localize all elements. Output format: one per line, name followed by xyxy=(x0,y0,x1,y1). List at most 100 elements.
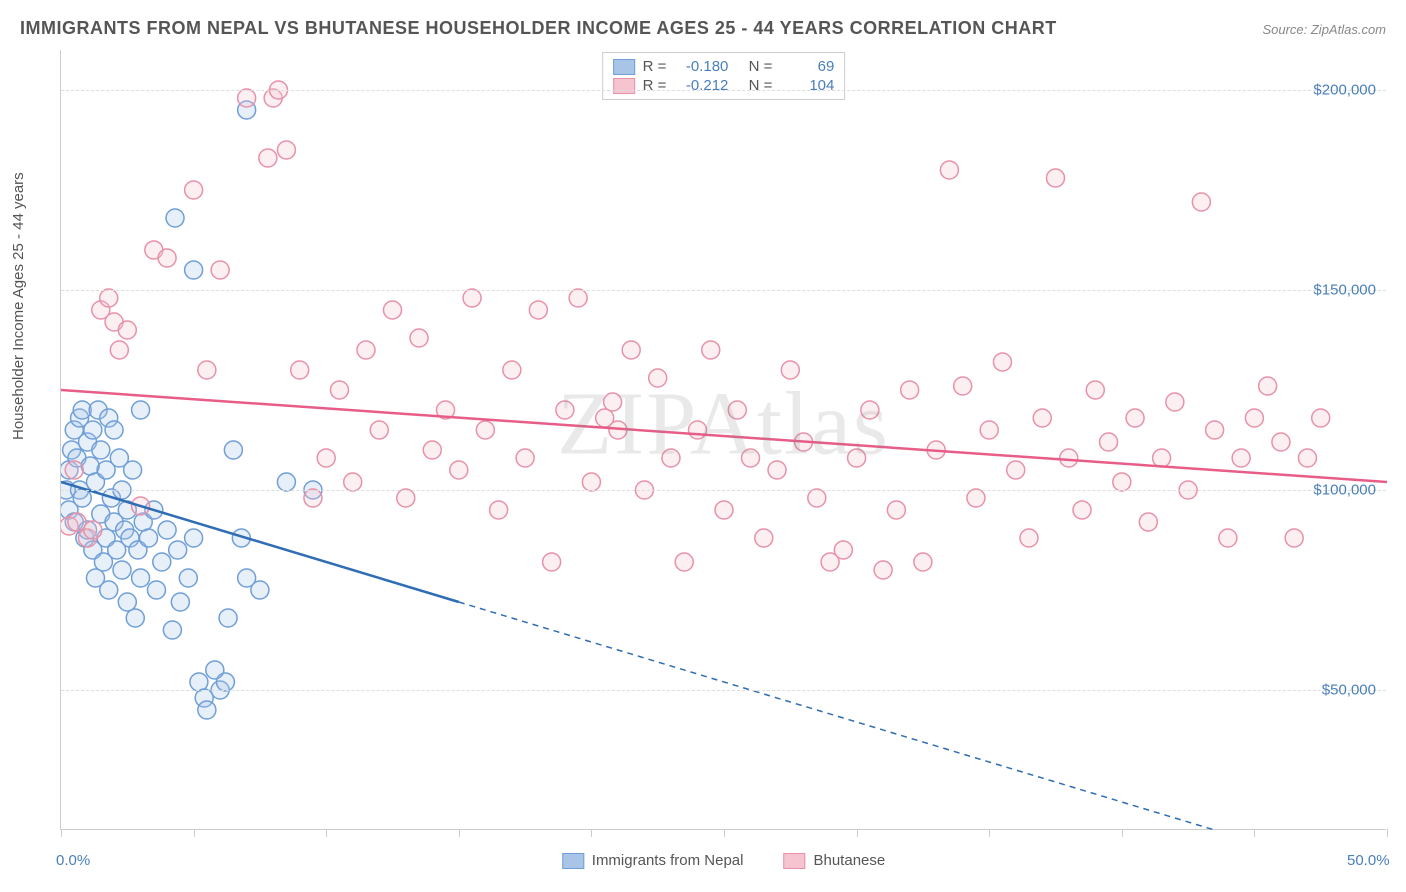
swatch-nepal xyxy=(562,853,584,869)
data-point xyxy=(861,401,879,419)
data-point xyxy=(967,489,985,507)
r-label: R = xyxy=(643,58,667,75)
data-point xyxy=(848,449,866,467)
data-point xyxy=(1219,529,1237,547)
data-point xyxy=(914,553,932,571)
data-point xyxy=(556,401,574,419)
data-point xyxy=(582,473,600,491)
data-point xyxy=(171,593,189,611)
data-point xyxy=(147,581,165,599)
data-point xyxy=(476,421,494,439)
x-tick xyxy=(61,829,62,837)
r-label: R = xyxy=(643,77,667,94)
data-point xyxy=(1285,529,1303,547)
data-point xyxy=(118,321,136,339)
gridline-h xyxy=(61,690,1386,691)
x-tick xyxy=(857,829,858,837)
swatch-bhutanese xyxy=(613,78,635,94)
data-point xyxy=(569,289,587,307)
data-point xyxy=(100,289,118,307)
data-point xyxy=(1047,169,1065,187)
trend-line-extrapolated xyxy=(459,602,1387,830)
data-point xyxy=(834,541,852,559)
data-point xyxy=(1245,409,1263,427)
data-point xyxy=(1020,529,1038,547)
data-point xyxy=(277,473,295,491)
data-point xyxy=(81,457,99,475)
n-label: N = xyxy=(749,77,773,94)
n-label: N = xyxy=(749,58,773,75)
x-tick xyxy=(1254,829,1255,837)
data-point xyxy=(874,561,892,579)
data-point xyxy=(675,553,693,571)
legend-label-bhutanese: Bhutanese xyxy=(813,852,885,869)
data-point xyxy=(124,461,142,479)
legend-item-nepal: Immigrants from Nepal xyxy=(562,852,744,869)
data-point xyxy=(728,401,746,419)
data-point xyxy=(808,489,826,507)
data-point xyxy=(158,521,176,539)
data-point xyxy=(755,529,773,547)
data-point xyxy=(529,301,547,319)
data-point xyxy=(1272,433,1290,451)
n-value-nepal: 69 xyxy=(780,58,834,75)
data-point xyxy=(397,489,415,507)
scatter-svg xyxy=(61,50,1387,830)
data-point xyxy=(110,341,128,359)
legend-row-nepal: R = -0.180 N = 69 xyxy=(613,57,835,76)
data-point xyxy=(662,449,680,467)
r-value-bhutanese: -0.212 xyxy=(674,77,728,94)
data-point xyxy=(781,361,799,379)
y-tick-label: $50,000 xyxy=(1322,682,1376,699)
data-point xyxy=(1073,501,1091,519)
legend-label-nepal: Immigrants from Nepal xyxy=(592,852,744,869)
data-point xyxy=(185,181,203,199)
data-point xyxy=(84,521,102,539)
data-point xyxy=(224,441,242,459)
data-point xyxy=(604,393,622,411)
data-point xyxy=(1206,421,1224,439)
data-point xyxy=(1060,449,1078,467)
gridline-h xyxy=(61,290,1386,291)
chart-title: IMMIGRANTS FROM NEPAL VS BHUTANESE HOUSE… xyxy=(20,18,1057,39)
data-point xyxy=(1126,409,1144,427)
y-tick-label: $100,000 xyxy=(1313,482,1376,499)
data-point xyxy=(277,141,295,159)
data-point xyxy=(1298,449,1316,467)
data-point xyxy=(901,381,919,399)
legend-row-bhutanese: R = -0.212 N = 104 xyxy=(613,76,835,95)
data-point xyxy=(317,449,335,467)
data-point xyxy=(954,377,972,395)
data-point xyxy=(649,369,667,387)
correlation-chart-container: IMMIGRANTS FROM NEPAL VS BHUTANESE HOUSE… xyxy=(0,0,1406,892)
data-point xyxy=(370,421,388,439)
gridline-h xyxy=(61,490,1386,491)
data-point xyxy=(410,329,428,347)
y-tick-label: $200,000 xyxy=(1313,82,1376,99)
data-point xyxy=(1192,193,1210,211)
data-point xyxy=(216,673,234,691)
data-point xyxy=(450,461,468,479)
data-point xyxy=(92,441,110,459)
data-point xyxy=(1259,377,1277,395)
data-point xyxy=(702,341,720,359)
trend-line xyxy=(61,390,1387,482)
data-point xyxy=(742,449,760,467)
data-point xyxy=(516,449,534,467)
data-point xyxy=(211,261,229,279)
data-point xyxy=(68,513,86,531)
data-point xyxy=(1100,433,1118,451)
x-tick xyxy=(1387,829,1388,837)
data-point xyxy=(543,553,561,571)
data-point xyxy=(73,489,91,507)
data-point xyxy=(118,593,136,611)
source-attribution: Source: ZipAtlas.com xyxy=(1262,22,1386,37)
data-point xyxy=(65,461,83,479)
plot-area: ZIPAtlas R = -0.180 N = 69 R = -0.212 N … xyxy=(60,50,1386,830)
x-tick xyxy=(1122,829,1123,837)
y-axis-label: Householder Income Ages 25 - 44 years xyxy=(10,172,27,440)
data-point xyxy=(259,149,277,167)
data-point xyxy=(185,529,203,547)
data-point xyxy=(357,341,375,359)
data-point xyxy=(113,561,131,579)
